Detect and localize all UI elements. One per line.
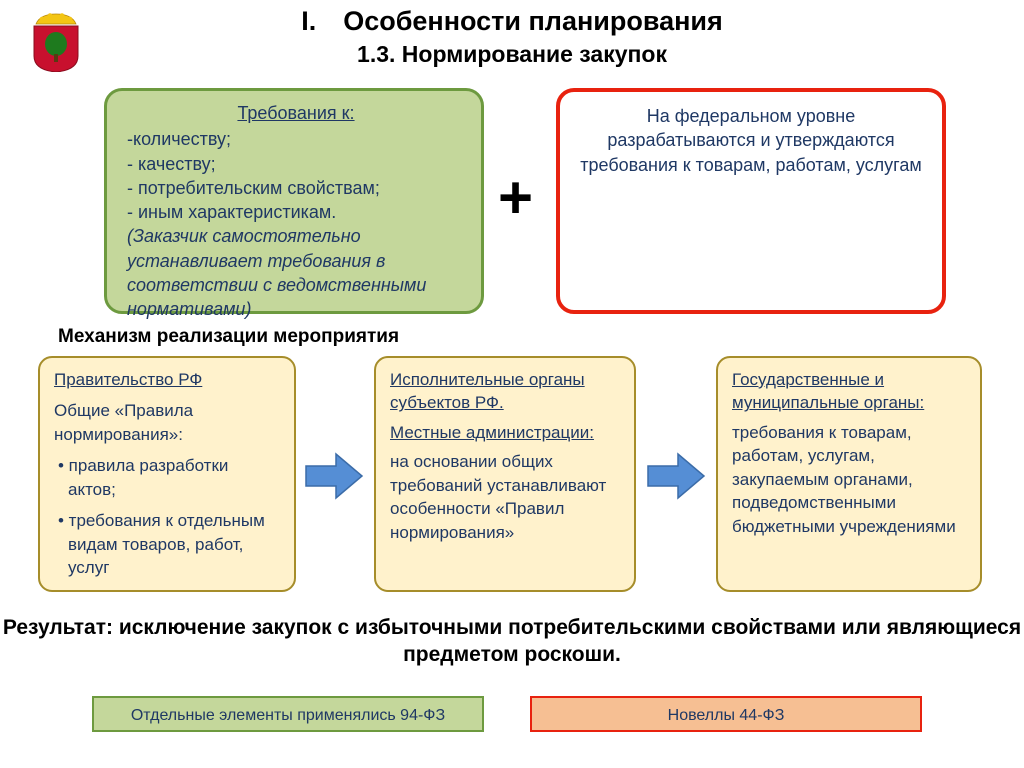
page-title: I. Особенности планирования (0, 0, 1024, 37)
req-item: -количеству; (127, 127, 465, 151)
federal-text: На федеральном уровне разрабатываются и … (578, 104, 924, 177)
req-item: - иным характеристикам. (127, 200, 465, 224)
page-subtitle: 1.3. Нормирование закупок (0, 41, 1024, 68)
gov-rf-bullet: • требования к отдельным видам товаров, … (54, 509, 280, 579)
muni-title: Государственные и муниципальные органы: (732, 368, 966, 415)
arrow-icon (646, 452, 706, 500)
req-item: - потребительским свойствам; (127, 176, 465, 200)
gov-rf-title: Правительство РФ (54, 368, 280, 391)
federal-requirements-box: На федеральном уровне разрабатываются и … (556, 88, 946, 314)
tag-94fz: Отдельные элементы применялись 94-ФЗ (92, 696, 484, 732)
coat-of-arms-icon (30, 12, 82, 72)
mechanism-label: Механизм реализации мероприятия (58, 326, 399, 348)
muni-text: требования к товарам, работам, услугам, … (732, 421, 966, 538)
result-text: Результат: исключение закупок с избыточн… (0, 614, 1024, 669)
gov-rf-line: Общие «Правила нормирования»: (54, 399, 280, 446)
municipal-bodies-box: Государственные и муниципальные органы: … (716, 356, 982, 592)
exec-title-2: Местные администрации: (390, 421, 620, 444)
req-item: - качеству; (127, 152, 465, 176)
tag-44fz: Новеллы 44-ФЗ (530, 696, 922, 732)
requirements-box: Требования к: -количеству; - качеству; -… (104, 88, 484, 314)
gov-rf-bullet: • правила разработки актов; (54, 454, 280, 501)
executive-bodies-box: Исполнительные органы субъектов РФ. Мест… (374, 356, 636, 592)
arrow-icon (304, 452, 364, 500)
requirements-note: (Заказчик самостоятельно устанавливает т… (127, 224, 465, 321)
requirements-heading: Требования к: (127, 101, 465, 125)
gov-rf-box: Правительство РФ Общие «Правила нормиров… (38, 356, 296, 592)
exec-text: на основании общих требований устанавлив… (390, 450, 620, 544)
exec-title-1: Исполнительные органы субъектов РФ. (390, 368, 620, 415)
plus-icon: + (498, 168, 533, 228)
